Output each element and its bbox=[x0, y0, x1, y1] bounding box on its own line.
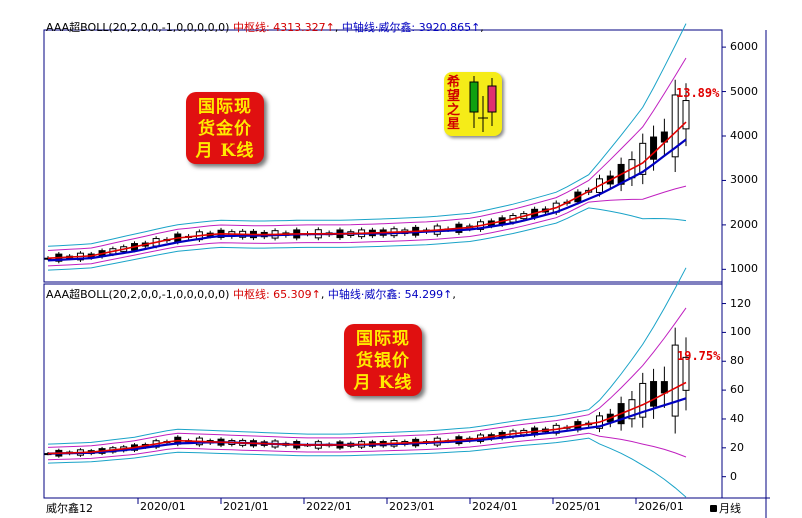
top-axis-value: 中轴线·威尔鑫: 3920.865 bbox=[341, 21, 472, 34]
gold-badge-line-3: 月 K线 bbox=[195, 141, 255, 161]
gold-candle-body bbox=[682, 100, 690, 130]
silver-candle-body bbox=[650, 381, 658, 407]
bottom-mid-value: 中枢线: 65.309 bbox=[232, 288, 312, 301]
logo-text: 希望之星 bbox=[447, 75, 461, 132]
gold-middle-line bbox=[47, 121, 687, 259]
gold-pct-label: 13.89% bbox=[676, 86, 720, 100]
bottom-plot-area bbox=[44, 267, 690, 498]
top-comma-1: , bbox=[334, 21, 339, 34]
footer-left-label: 威尔鑫12 bbox=[46, 502, 93, 515]
y-tick-label: 120 bbox=[730, 296, 751, 310]
y-tick-label: 80 bbox=[730, 354, 744, 368]
silver-badge-line-3: 月 K线 bbox=[353, 373, 413, 393]
top-header-prefix: AAA超BOLL(20,2,0,0,-1,0,0,0,0,0) bbox=[46, 21, 230, 34]
silver-candle-body bbox=[639, 382, 647, 418]
period-label: 月线 bbox=[719, 502, 741, 515]
footer-right-label: 月线 bbox=[710, 500, 741, 516]
bottom-arrow-2: ↑ bbox=[443, 288, 453, 301]
gold-title-badge: 国际现 货金价 月 K线 bbox=[186, 92, 264, 164]
x-tick-label: 2023/01 bbox=[389, 500, 435, 513]
y-tick-label: 2000 bbox=[730, 217, 758, 231]
gold-candle-body bbox=[639, 142, 647, 175]
y-tick-label: 1000 bbox=[730, 262, 758, 276]
axis-ticks bbox=[137, 46, 726, 504]
y-tick-label: 3000 bbox=[730, 173, 758, 187]
gold-lower-band bbox=[47, 207, 687, 271]
logo: 希望之星 bbox=[444, 72, 502, 136]
bottom-header-prefix: AAA超BOLL(20,2,0,0,-1,0,0,0,0,0) bbox=[46, 288, 230, 301]
silver-badge-line-2: 货银价 bbox=[356, 351, 410, 371]
top-mid-value: 中枢线: 4313.327 bbox=[232, 21, 326, 34]
logo-candles-icon bbox=[469, 76, 497, 132]
gold-upper-inner-band bbox=[47, 57, 687, 251]
silver-candle-body bbox=[671, 344, 679, 417]
gold-lower-inner-band bbox=[47, 185, 687, 267]
bottom-axis-value: 中轴线·威尔鑫: 54.299 bbox=[327, 288, 444, 301]
silver-candle-body bbox=[682, 356, 690, 391]
bottom-arrow-1: ↑ bbox=[311, 288, 321, 301]
y-tick-label: 60 bbox=[730, 383, 744, 397]
x-tick-label: 2026/01 bbox=[638, 500, 684, 513]
y-tick-label: 100 bbox=[730, 325, 751, 339]
top-plot-area bbox=[44, 23, 690, 271]
x-tick-label: 2025/01 bbox=[555, 500, 601, 513]
silver-lower-inner-band bbox=[47, 432, 687, 461]
gold-badge-line-1: 国际现 bbox=[198, 97, 252, 117]
top-arrow-1: ↑ bbox=[325, 21, 335, 34]
y-tick-label: 4000 bbox=[730, 129, 758, 142]
silver-title-badge: 国际现 货银价 月 K线 bbox=[344, 324, 422, 396]
top-arrow-2: ↑ bbox=[471, 21, 481, 34]
silver-lower-band bbox=[47, 437, 687, 498]
y-tick-label: 5000 bbox=[730, 84, 758, 98]
y-tick-label: 6000 bbox=[730, 40, 758, 54]
gold-upper-band bbox=[47, 23, 687, 247]
silver-pct-label: 19.75% bbox=[677, 349, 721, 363]
x-tick-label: 2021/01 bbox=[223, 500, 269, 513]
silver-middle-line bbox=[47, 381, 687, 455]
gold-candles bbox=[44, 79, 690, 264]
x-tick-label: 2020/01 bbox=[140, 500, 186, 513]
top-header: AAA超BOLL(20,2,0,0,-1,0,0,0,0,0) 中枢线: 431… bbox=[46, 19, 484, 35]
gold-candle-body bbox=[671, 94, 679, 158]
bottom-comma-1: , bbox=[320, 288, 325, 301]
x-tick-label: 2022/01 bbox=[306, 500, 352, 513]
silver-badge-line-1: 国际现 bbox=[356, 329, 410, 349]
gold-candle-body bbox=[650, 136, 658, 160]
top-comma-2: , bbox=[480, 21, 484, 34]
gold-badge-line-2: 货金价 bbox=[198, 119, 252, 139]
silver-upper-band bbox=[47, 267, 687, 445]
silver-upper-inner-band bbox=[47, 307, 687, 448]
y-tick-label: 0 bbox=[730, 469, 737, 483]
lock-icon bbox=[710, 505, 717, 512]
silver-candle-body bbox=[660, 381, 668, 394]
y-tick-label: 40 bbox=[730, 411, 744, 425]
y-tick-label: 20 bbox=[730, 440, 744, 454]
bottom-header: AAA超BOLL(20,2,0,0,-1,0,0,0,0,0) 中枢线: 65.… bbox=[46, 286, 456, 302]
x-tick-label: 2024/01 bbox=[472, 500, 518, 513]
bottom-comma-2: , bbox=[452, 288, 456, 301]
